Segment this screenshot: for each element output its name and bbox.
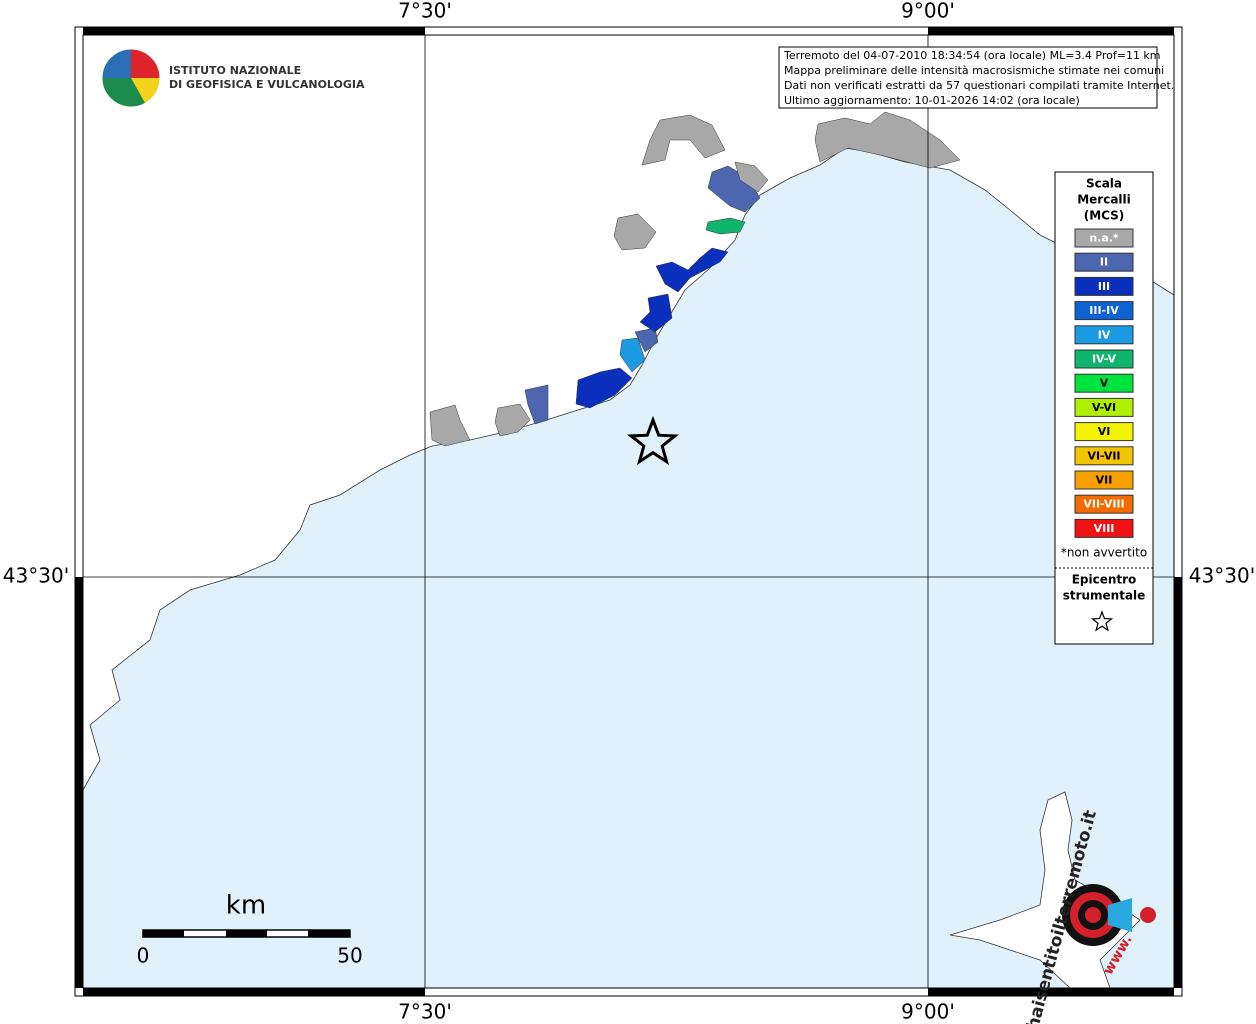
legend-epicenter: Epicentro [1072, 573, 1137, 587]
legend-note: *non avvertito [1061, 546, 1147, 560]
legend-label: VI [1098, 425, 1111, 438]
legend-label: IV [1098, 328, 1111, 341]
grid [83, 35, 1174, 988]
legend-label: V [1100, 377, 1109, 390]
legend-swatch [1074, 470, 1134, 490]
info-line: Terremoto del 04-07-2010 18:34:54 (ora l… [783, 49, 1161, 62]
legend-swatch [1074, 397, 1134, 417]
legend-title: Scala [1086, 177, 1122, 191]
municipalities [429, 111, 961, 447]
legend: ScalaMercalli(MCS)n.a.*IIIIIIII-IVIVIV-V… [1055, 177, 1153, 632]
legend-swatch [1074, 422, 1134, 442]
legend-title: (MCS) [1084, 209, 1125, 223]
legend-swatch [1074, 325, 1134, 345]
legend-swatch [1074, 276, 1134, 296]
scale-unit: km [226, 891, 266, 921]
legend-label: VII-VIII [1083, 498, 1124, 511]
legend-swatch [1074, 301, 1134, 321]
epicenter [627, 415, 679, 466]
lon-label: 9°00' [901, 1000, 955, 1024]
info-line: Dati non verificati estratti da 57 quest… [784, 79, 1174, 92]
legend-swatch [1074, 349, 1134, 369]
info-box [778, 46, 1158, 109]
logo: ISTITUTO NAZIONALE DI GEOFISICA E VULCAN… [101, 48, 365, 108]
lon-label: 7°30' [398, 0, 452, 23]
lat-label: 43°30' [1189, 564, 1255, 588]
legend-label: IV-V [1092, 353, 1117, 366]
lat-label: 43°30' [3, 564, 69, 588]
legend-swatch [1074, 446, 1134, 466]
scale-bar: km 0 50 [137, 891, 363, 968]
legend-label: III-IV [1089, 304, 1119, 317]
legend-swatch [1074, 518, 1134, 538]
lon-label: 7°30' [398, 1000, 452, 1024]
info-line: Mappa preliminare delle intensità macros… [784, 64, 1164, 77]
legend-label: V-VI [1092, 401, 1116, 414]
info-line: Ultimo aggiornamento: 10-01-2026 14:02 (… [784, 94, 1080, 107]
legend-star [1090, 610, 1114, 632]
sea [82, 147, 1175, 989]
legend-swatch [1074, 373, 1134, 393]
lon-label: 9°00' [901, 0, 955, 23]
legend-title: Mercalli [1077, 193, 1131, 207]
legend-label: III [1098, 280, 1110, 293]
legend-label: VII [1096, 474, 1113, 487]
logo-text: DI GEOFISICA E VULCANOLOGIA [169, 78, 365, 91]
legend-label: VIII [1094, 522, 1115, 535]
logo-text: ISTITUTO NAZIONALE [169, 64, 301, 77]
grid-labels: 7°30' 9°00' 7°30' 9°00' 43°30' 43°30' [3, 0, 1255, 1024]
legend-swatch [1074, 494, 1134, 514]
legend-swatch [1074, 228, 1134, 248]
legend-label: II [1100, 256, 1108, 269]
legend-epicenter: strumentale [1063, 589, 1146, 603]
frame [74, 26, 1183, 997]
legend-swatch [1074, 252, 1134, 272]
scale-label: 0 [137, 944, 150, 968]
legend-label: VI-VII [1087, 449, 1120, 462]
info-text: Terremoto del 04-07-2010 18:34:54 (ora l… [783, 49, 1174, 107]
scale-label: 50 [337, 944, 362, 968]
legend-label: n.a.* [1089, 232, 1119, 245]
